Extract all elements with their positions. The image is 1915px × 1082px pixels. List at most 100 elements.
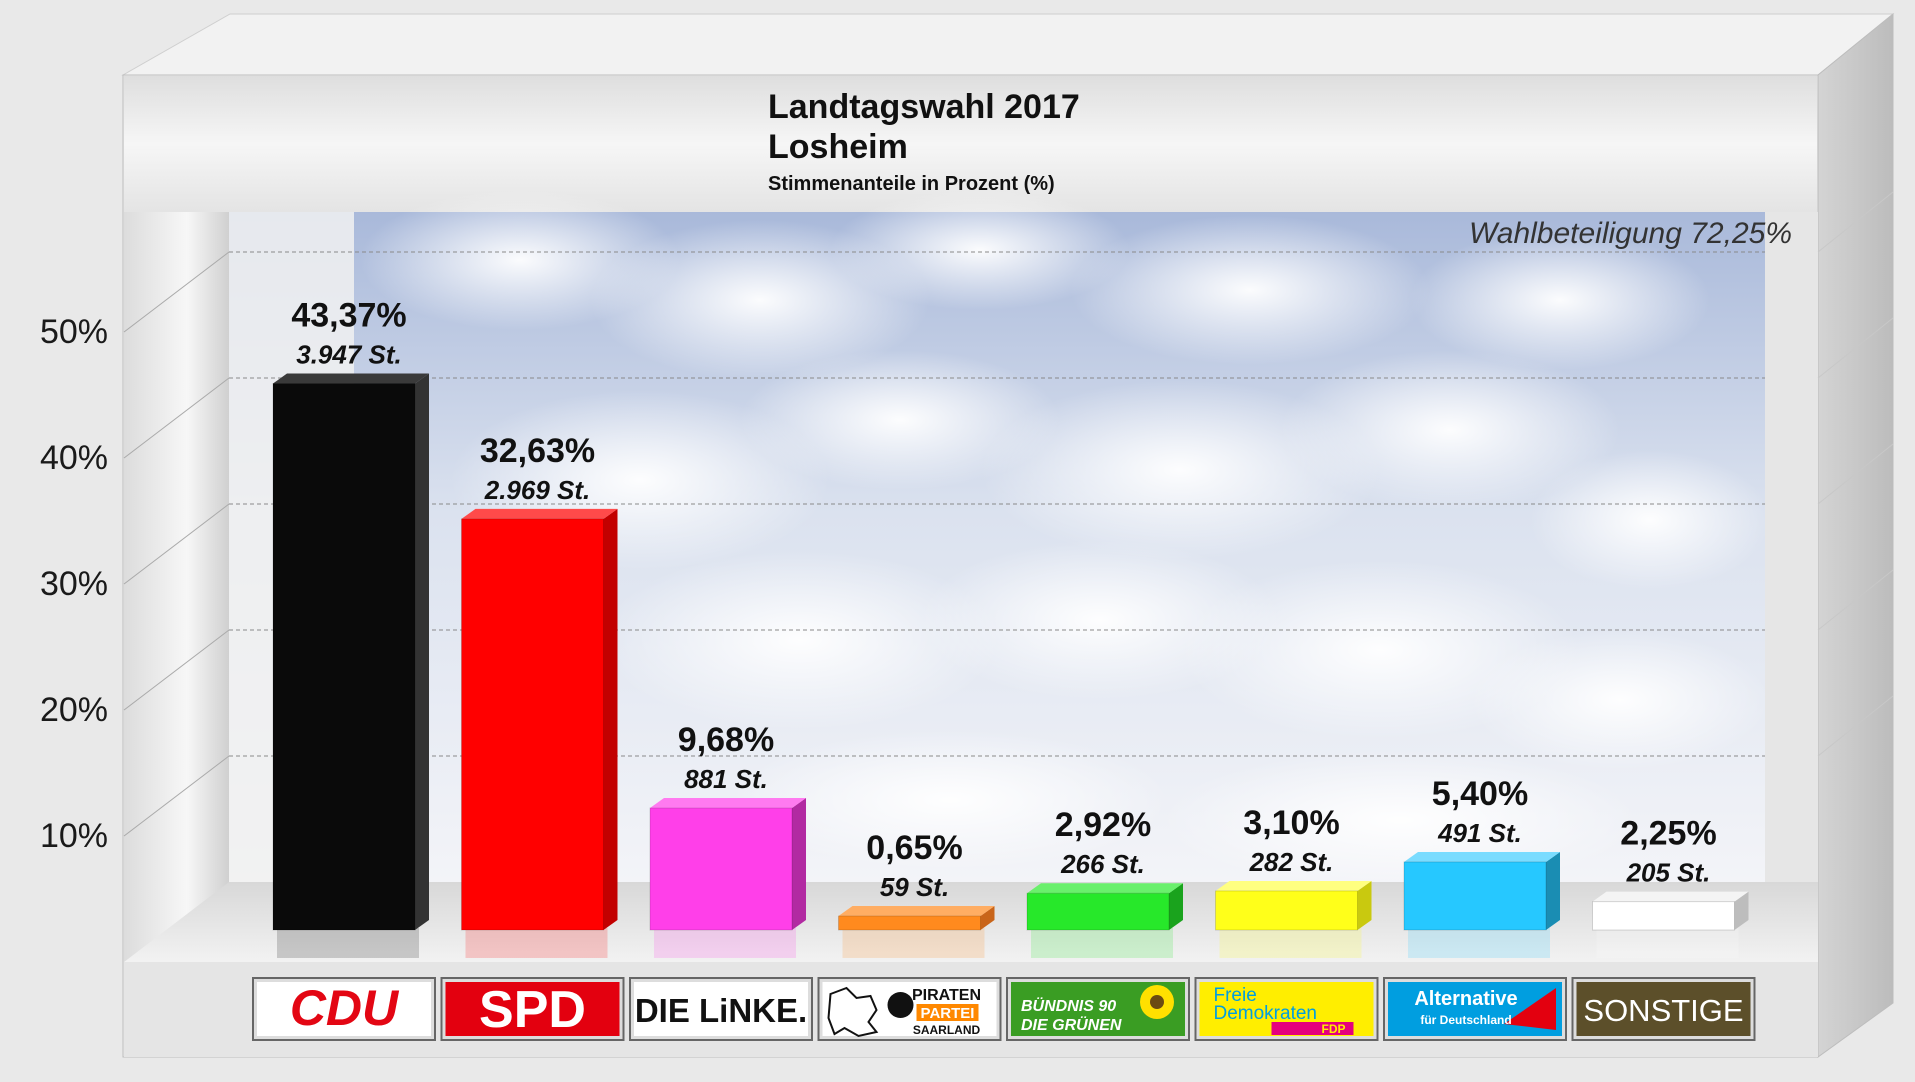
bar-side [1357,880,1372,930]
bar-reflection [654,928,796,958]
logo-background [445,982,620,1036]
y-axis-tick-labels: 10% 20% 30% 40% 50% [40,313,108,855]
cloud-puff [1410,230,1710,370]
cloud-puff [1470,630,1770,770]
sky-clouds [360,190,1770,890]
chart-title: Landtagswahl 2017 [768,88,1080,126]
cloud-puff [830,190,1130,310]
data-labels-group: 43,37% 3.947 St. 32,63% 2.969 St. 9,68% 881 S… [291,297,1716,902]
frame-right-face [1817,12,1894,1058]
bar-reflection [842,928,985,958]
bar-value-label: 3,10% [1243,804,1339,842]
bar-front [838,915,981,931]
y-tick-label: 20% [40,691,108,729]
gridline-side [123,503,230,585]
bar-2 [461,508,618,958]
logo-text: BÜNDNIS 90 [1021,996,1116,1015]
bar-votes-label: 282 St. [1249,847,1334,877]
bar-1 [272,373,429,958]
gridline-side [123,755,230,837]
afd-arrow-icon [1504,988,1556,1030]
bar-7 [1403,851,1560,958]
logo-background [634,982,808,1036]
bar-front [461,518,604,931]
bar-3 [649,798,806,958]
bar-front [649,807,793,931]
bar-votes-label: 3.947 St. [296,340,402,370]
chart-location: Losheim [768,128,908,166]
bar-top [273,373,429,384]
bar-reflection [465,928,608,958]
bar-votes-label: 59 St. [880,872,949,902]
y-tick-label: 40% [40,439,108,477]
cloud-puff [1280,350,1620,510]
logo-background [1576,982,1751,1036]
turnout-label: Wahlbeteiligung 72,25% [1469,217,1792,250]
bar-front [1403,861,1547,931]
logo-text: FDP [1322,1022,1346,1036]
bar-votes-label: 266 St. [1060,849,1145,879]
logo-text: CDU [290,980,400,1036]
frame-top-face [121,13,1895,76]
cloud-puff [600,550,1000,730]
bar-value-label: 32,63% [480,432,595,470]
bar-value-label: 2,25% [1620,815,1716,853]
bar-8 [1592,891,1749,958]
bar-side [415,373,429,931]
bar-votes-label: 205 St. [1626,858,1711,888]
bar-value-label: 43,37% [291,297,406,335]
bar-side [1169,883,1183,930]
bar-top [838,906,995,916]
y-tick-label: 50% [40,313,108,351]
bar-reflection [1031,928,1173,958]
party-logo-1: CDU [252,977,436,1041]
bar-votes-label: 491 St. [1437,818,1522,848]
bar-front [1215,890,1358,931]
bar-side [1734,891,1749,930]
logo-text: DIE GRÜNEN [1021,1015,1122,1034]
bar-top [1592,891,1749,902]
bars-group [272,373,1749,958]
logo-text: PIRATEN [912,987,981,1004]
bar-votes-label: 2.969 St. [484,475,591,505]
bar-5 [1026,883,1183,958]
cloud-puff [1530,450,1770,590]
bar-top [1215,880,1372,891]
header-band [124,76,1817,212]
gridline-right [1817,443,1894,505]
bar-value-label: 2,92% [1055,806,1151,844]
bar-side [1546,851,1560,930]
logo-text: PARTEI [921,1005,975,1022]
party-logo-8: SONSTIGE [1571,977,1756,1041]
bar-reflection [1408,928,1550,958]
logo-text: Freie [1214,985,1257,1006]
saarland-shape-icon [827,986,879,1038]
bar-reflection [277,928,419,958]
plot-back-wall-right-strip [1765,212,1818,882]
cloud-puff [1070,215,1430,365]
bar-top [650,798,806,809]
logo-text: SAARLAND [913,1023,981,1037]
logo-accent-bar [916,1004,979,1021]
bar-top [1027,883,1183,894]
gridline-right [1817,695,1894,757]
bar-front [272,383,416,931]
logo-accent-bar [1271,1022,1354,1035]
gridline-right [1817,317,1894,379]
pirate-sail-icon [887,992,914,1018]
bar-side [792,798,806,930]
party-logo-2: SPD [440,977,625,1041]
logo-text: SONSTIGE [1583,993,1743,1028]
gridline-side [123,377,230,459]
cloud-puff [730,730,1170,870]
bar-side [603,508,618,930]
bar-votes-label: 881 St. [684,764,768,794]
bar-value-label: 9,68% [678,721,774,759]
bar-6 [1215,880,1372,958]
bar-top [1404,851,1560,862]
bar-front [1592,901,1735,931]
logo-text: DIE LiNKE. [635,992,807,1029]
gridline-right [1817,191,1894,253]
